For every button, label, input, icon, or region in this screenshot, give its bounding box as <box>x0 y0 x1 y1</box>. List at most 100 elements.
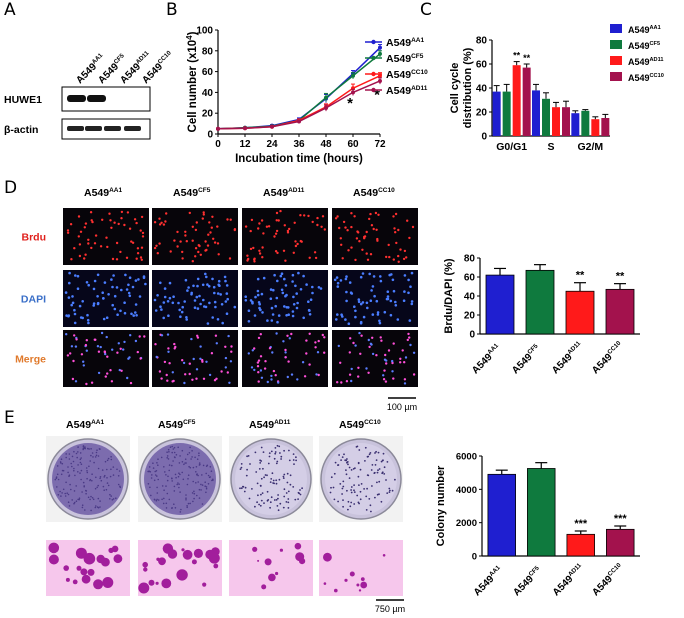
colony-dot <box>185 497 187 500</box>
cell-dot <box>368 217 371 221</box>
colony-dot <box>202 464 205 467</box>
colony-dot <box>262 451 265 453</box>
colony-dot <box>354 467 356 469</box>
cell-dot <box>169 250 172 253</box>
colony-dot <box>80 478 82 481</box>
cell-dot <box>68 281 71 285</box>
colony-dot <box>171 477 173 480</box>
cell-dot <box>209 231 212 234</box>
colony-dot <box>186 506 188 509</box>
cell-dot <box>107 293 110 296</box>
colony-dot <box>270 478 273 480</box>
colony-dot <box>83 485 85 487</box>
cell-dot <box>111 257 115 261</box>
column-header-ad11: A549AD11 <box>263 187 305 199</box>
cell-dot <box>110 380 114 383</box>
cell-dot <box>67 296 71 299</box>
bar-aa1 <box>492 91 501 136</box>
colony-dot <box>54 478 57 481</box>
cell-dot <box>307 308 311 312</box>
cell-dot <box>85 339 89 342</box>
scale-bar-label: 750 µm <box>375 604 405 614</box>
cell-dot <box>133 218 137 221</box>
colony-dot <box>186 453 189 456</box>
colony-dot <box>84 446 86 448</box>
cell-dot <box>363 237 366 240</box>
colony-dot <box>283 449 285 452</box>
cell-dot <box>359 302 363 306</box>
colony-spot <box>261 584 267 590</box>
cell-dot <box>138 295 142 298</box>
micrograph-image <box>63 270 149 327</box>
cell-dot <box>266 319 269 322</box>
cell-dot <box>214 305 217 309</box>
cell-dot <box>135 257 138 260</box>
colony-spot <box>275 571 279 576</box>
colony-dot <box>267 462 270 465</box>
colony-dot <box>64 495 67 497</box>
colony-dot <box>346 489 348 492</box>
colony-dot <box>353 489 355 492</box>
colony-dot <box>155 470 158 472</box>
data-point-cf5 <box>351 73 355 78</box>
colony-dot <box>80 469 83 472</box>
cell-dot <box>213 241 217 244</box>
colony-dot <box>73 490 76 492</box>
colony-dot <box>240 487 243 490</box>
colony-dot <box>193 492 196 495</box>
cell-dot <box>371 336 374 339</box>
colony-dot <box>350 486 353 488</box>
cell-dot <box>355 237 359 240</box>
cell-dot <box>247 309 251 313</box>
cell-dot <box>70 345 74 348</box>
cell-dot <box>250 218 254 222</box>
colony-dot <box>179 473 181 476</box>
cell-dot <box>115 286 119 289</box>
colony-dot <box>287 507 290 509</box>
cell-dot <box>158 223 162 226</box>
colony-dot <box>192 500 194 503</box>
micrograph-image <box>152 270 238 327</box>
colony-dot <box>97 467 100 470</box>
cell-dot <box>93 242 97 245</box>
colony-dot <box>353 503 356 505</box>
colony-dot <box>205 486 208 488</box>
cell-dot <box>117 222 120 226</box>
colony-dot <box>345 473 348 476</box>
colony-dot <box>167 475 169 478</box>
cell-dot <box>391 370 394 373</box>
colony-dot <box>91 479 93 482</box>
colony-dot <box>79 472 81 474</box>
cell-dot <box>75 338 78 341</box>
colony-dot <box>341 493 343 495</box>
cell-dot <box>267 225 271 228</box>
colony-spot <box>268 573 276 582</box>
colony-dot <box>56 486 58 488</box>
cell-dot <box>286 375 289 379</box>
cell-dot <box>134 339 138 343</box>
colony-dot <box>204 481 206 484</box>
cell-dot <box>109 219 112 222</box>
cell-dot <box>153 221 157 224</box>
y-tick-label: 20 <box>202 109 214 120</box>
cell-dot <box>179 240 182 243</box>
colony-dot <box>376 471 379 474</box>
colony-spot <box>360 581 368 589</box>
significance-marker: * <box>347 95 353 112</box>
colony-dot <box>187 478 189 480</box>
colony-dot <box>301 487 303 490</box>
cell-dot <box>220 303 224 306</box>
cell-dot <box>256 365 260 368</box>
cell-dot <box>199 357 202 360</box>
cell-dot <box>134 279 138 282</box>
colony-dot <box>278 445 281 448</box>
cell-dot <box>183 300 186 303</box>
cell-dot <box>129 334 132 337</box>
colony-dot <box>60 473 63 476</box>
cell-dot <box>108 212 111 215</box>
colony-dot <box>61 462 64 465</box>
colony-dot <box>347 508 349 511</box>
cell-dot <box>71 301 75 305</box>
colony-spot <box>161 578 172 589</box>
